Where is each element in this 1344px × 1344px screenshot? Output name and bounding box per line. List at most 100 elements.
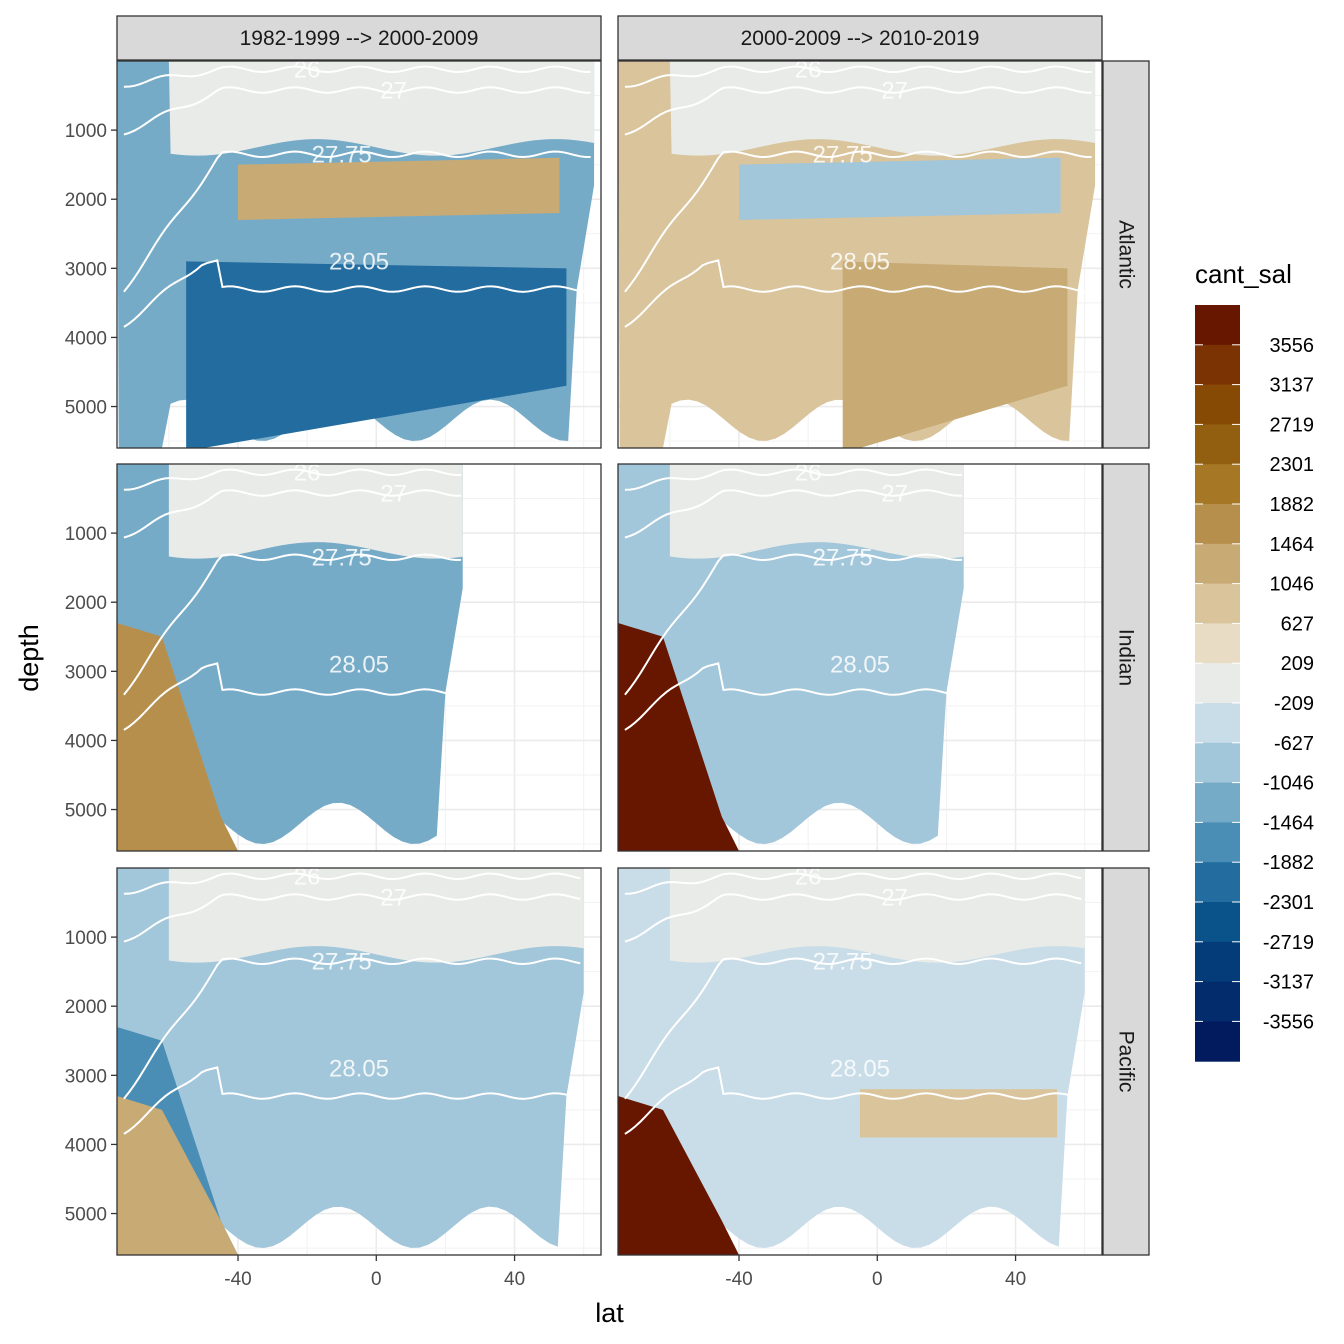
panel-border	[116, 60, 602, 449]
legend-swatch	[1195, 663, 1240, 704]
legend-label: -3137	[1263, 972, 1314, 994]
y-tick-label: 5000	[65, 1205, 107, 1226]
isopycnal-label: 27.75	[312, 141, 372, 168]
panel-border	[116, 867, 602, 1256]
section-field	[618, 868, 1085, 1255]
row-strip	[1102, 60, 1150, 449]
legend-label: 2301	[1270, 454, 1315, 476]
isopycnal-line	[624, 489, 963, 539]
legend-label: -1464	[1263, 812, 1314, 834]
isopycnal-line	[624, 893, 1082, 943]
panel-pacific-2: 26 27 27.75 28.05	[618, 868, 1102, 1255]
upper-ocean-field	[669, 868, 1085, 963]
legend-label: -3556	[1263, 1011, 1314, 1033]
y-tick-label: 4000	[65, 328, 107, 349]
row-strip	[1102, 463, 1150, 852]
legend-label: 1046	[1270, 574, 1315, 596]
isopycnal-line	[123, 65, 591, 88]
panel-atlantic-1: 26 27 27.75 28.05	[117, 56, 601, 448]
x-tick-label: 0	[872, 1269, 883, 1290]
column-strip-label: 2000-2009 --> 2010-2019	[741, 27, 980, 50]
isopycnal-line	[624, 86, 1092, 136]
x-tick-label: 40	[1005, 1269, 1026, 1290]
legend-swatch	[1195, 703, 1240, 744]
legend-swatch	[1195, 543, 1240, 585]
feature-southern-deep-water	[618, 622, 739, 851]
legend-swatch	[1195, 344, 1240, 386]
facet-strips: 1982-1999 --> 2000-2009 2000-2009 --> 201…	[116, 15, 1150, 1256]
isopycnal-label: 27.75	[813, 141, 873, 168]
isopycnal-label: 27	[881, 78, 908, 105]
isopycnal-label: 27.75	[312, 544, 372, 571]
feature-southern-deep-water	[117, 622, 238, 851]
legend-label: 1882	[1270, 494, 1315, 516]
isopycnal-line	[123, 86, 591, 136]
panel-indian-1: 26 27 27.75 28.05	[117, 464, 601, 851]
isopycnal-label: 26	[294, 56, 321, 83]
legend-label: -2719	[1263, 932, 1314, 954]
legend-swatch	[1195, 742, 1240, 784]
legend-label: 209	[1281, 653, 1314, 675]
y-tick-label: 3000	[65, 662, 107, 683]
legend-swatch	[1195, 504, 1240, 545]
legend-swatch	[1195, 623, 1240, 664]
y-tick-label: 2000	[65, 190, 107, 211]
y-tick-label: 1000	[65, 121, 107, 142]
isopycnal-label: 27.75	[813, 544, 873, 571]
isopycnal-line	[624, 1066, 1082, 1135]
legend-label: 3137	[1270, 375, 1315, 397]
isopycnal-line	[624, 65, 1092, 88]
row-strip-label: Atlantic	[1115, 220, 1138, 289]
upper-ocean-field	[669, 464, 964, 559]
row-strip-label: Pacific	[1115, 1031, 1138, 1093]
y-tick-label: 4000	[65, 1135, 107, 1156]
panel-border	[116, 463, 602, 852]
isopycnal-label: 26	[795, 459, 822, 486]
isopycnal-line	[123, 872, 581, 895]
isopycnal-line	[123, 259, 591, 328]
isopycnal-label: 28.05	[830, 1055, 890, 1082]
y-axis-title: depth	[14, 624, 44, 692]
isopycnal-line	[624, 662, 963, 731]
legend-label: -1882	[1263, 852, 1314, 874]
feature-mid-depth-north	[860, 1089, 1058, 1138]
legend-swatch	[1195, 822, 1240, 863]
isopycnal-line	[123, 553, 462, 696]
section-field	[618, 464, 964, 851]
legend-swatch	[1195, 384, 1240, 425]
feature-southern-bottom	[117, 1096, 238, 1255]
isopycnal-label: 26	[795, 56, 822, 83]
isopycnal-line	[123, 150, 591, 293]
feature-deep-southern-band	[186, 261, 567, 448]
feature-upper-1500-2300-m	[238, 157, 560, 220]
panel-pacific-1: 26 27 27.75 28.05	[117, 868, 601, 1255]
y-tick-label: 3000	[65, 259, 107, 280]
facet-panels: 26 27 27.75 28.05 26 27 27.75 28.05 26 27 27.75 28.…	[116, 56, 1103, 1256]
isopycnal-line	[624, 259, 1092, 328]
upper-ocean-field	[669, 61, 1096, 156]
legend-swatch	[1195, 305, 1240, 346]
x-tick-label: -40	[224, 1269, 251, 1290]
x-tick-label: 0	[371, 1269, 382, 1290]
upper-ocean-field	[168, 868, 584, 963]
legend-swatch	[1195, 862, 1240, 903]
column-strip-label: 1982-1999 --> 2000-2009	[240, 27, 479, 50]
legend-label: 3556	[1270, 335, 1315, 357]
legend-swatch	[1195, 902, 1240, 943]
column-strip	[617, 15, 1103, 61]
y-tick-label: 1000	[65, 928, 107, 949]
isopycnal-label: 27	[380, 78, 407, 105]
legend-swatch	[1195, 583, 1240, 624]
isopycnal-line	[624, 468, 963, 491]
isopycnal-line	[123, 468, 462, 491]
isopycnal-label: 27	[881, 481, 908, 508]
isopycnal-line	[123, 489, 462, 539]
legend-swatch	[1195, 782, 1240, 823]
feature-southern-bottom	[618, 1096, 739, 1255]
isopycnal-line	[624, 553, 963, 696]
upper-ocean-field	[168, 61, 595, 156]
feature-deep-northern-band	[842, 261, 1068, 448]
x-tick-label: 40	[504, 1269, 525, 1290]
isopycnal-line	[624, 957, 1082, 1100]
